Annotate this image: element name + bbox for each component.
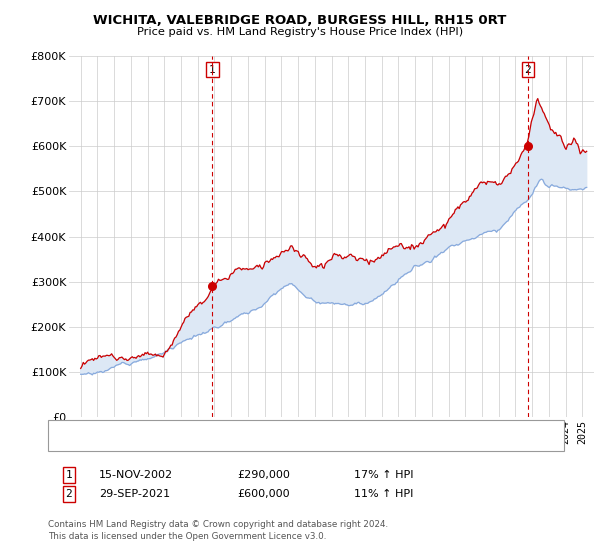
Text: WICHITA, VALEBRIDGE ROAD, BURGESS HILL, RH15 0RT: WICHITA, VALEBRIDGE ROAD, BURGESS HILL, … — [94, 14, 506, 27]
Text: £600,000: £600,000 — [237, 489, 290, 499]
Text: 17% ↑ HPI: 17% ↑ HPI — [354, 470, 413, 480]
Text: 2: 2 — [524, 64, 532, 74]
Text: Contains HM Land Registry data © Crown copyright and database right 2024.: Contains HM Land Registry data © Crown c… — [48, 520, 388, 529]
Text: HPI: Average price, detached house, Lewes: HPI: Average price, detached house, Lewe… — [93, 438, 308, 448]
Text: 15-NOV-2002: 15-NOV-2002 — [99, 470, 173, 480]
Text: This data is licensed under the Open Government Licence v3.0.: This data is licensed under the Open Gov… — [48, 532, 326, 541]
Text: WICHITA, VALEBRIDGE ROAD, BURGESS HILL, RH15 0RT (detached house): WICHITA, VALEBRIDGE ROAD, BURGESS HILL, … — [93, 423, 461, 433]
Text: ——: —— — [60, 437, 85, 450]
Text: ——: —— — [60, 422, 85, 435]
Text: Price paid vs. HM Land Registry's House Price Index (HPI): Price paid vs. HM Land Registry's House … — [137, 27, 463, 37]
Text: 2: 2 — [65, 489, 73, 499]
Text: £290,000: £290,000 — [237, 470, 290, 480]
Text: 1: 1 — [65, 470, 73, 480]
Text: 29-SEP-2021: 29-SEP-2021 — [99, 489, 170, 499]
Text: 11% ↑ HPI: 11% ↑ HPI — [354, 489, 413, 499]
Text: 1: 1 — [209, 64, 216, 74]
